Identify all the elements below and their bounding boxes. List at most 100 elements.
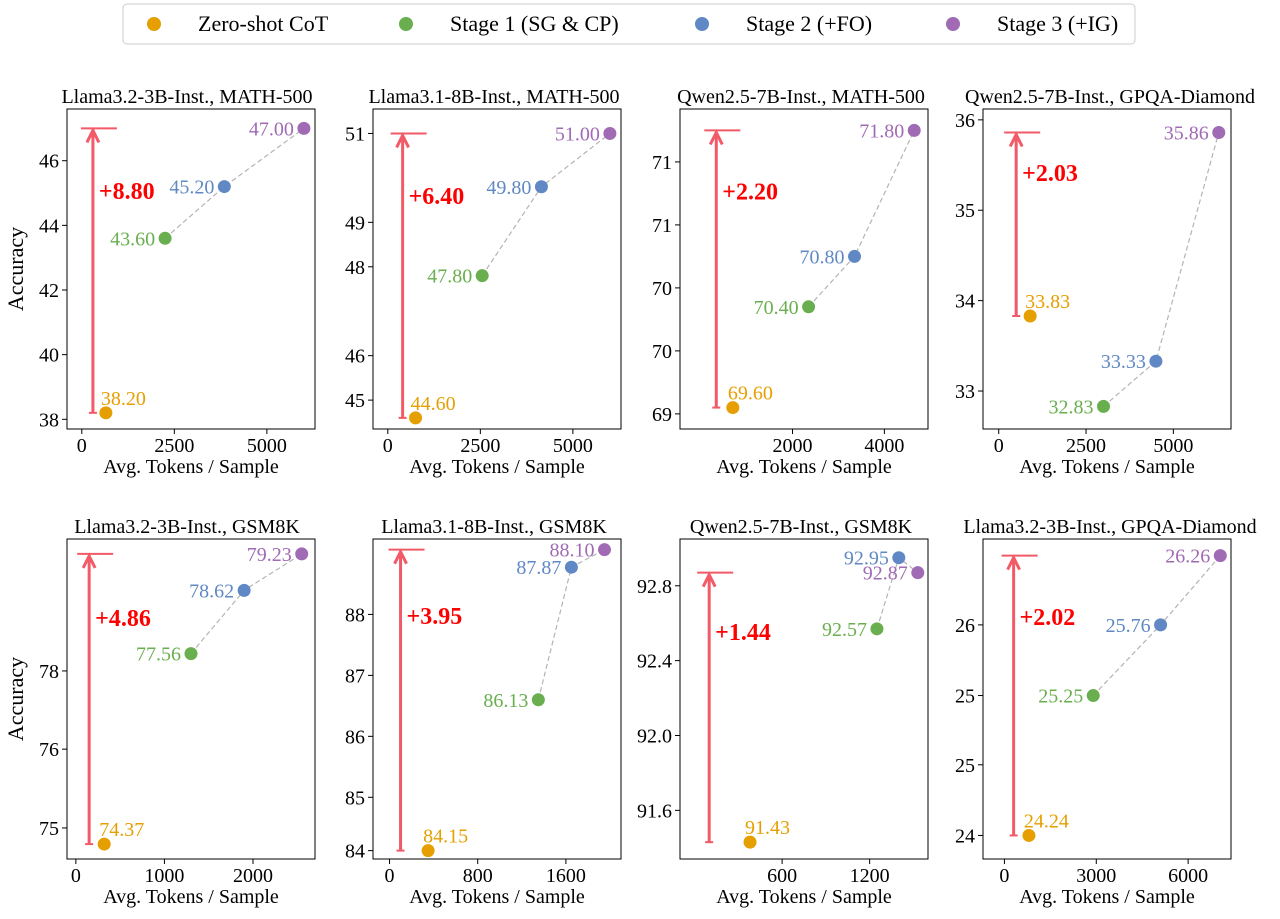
- y-tick-label: 92.8: [637, 576, 672, 598]
- x-axis-label: Avg. Tokens / Sample: [1019, 456, 1195, 478]
- y-tick-label: 75: [39, 818, 59, 840]
- data-point-zero_shot: [409, 411, 423, 425]
- x-tick-label: 1200: [850, 865, 890, 887]
- data-point-zero_shot: [743, 835, 757, 849]
- data-point-stage3: [907, 123, 921, 137]
- data-label-stage1: 47.80: [427, 266, 472, 288]
- data-label-stage3: 88.10: [549, 540, 594, 562]
- stage-connector-line: [1103, 132, 1220, 407]
- stage-connector-line: [190, 553, 303, 655]
- gain-arrow: [77, 552, 114, 846]
- legend-entry-zero_shot: Zero-shot CoT: [147, 11, 329, 36]
- data-point-stage2: [217, 180, 231, 194]
- y-tick-label: 45: [345, 390, 365, 412]
- data-point-zero_shot: [421, 844, 435, 858]
- gain-arrow-head: [393, 548, 408, 565]
- data-point-stage2: [848, 249, 862, 263]
- y-tick-label: 49: [345, 212, 365, 234]
- y-tick-label: 48: [345, 257, 365, 279]
- x-tick-label: 1600: [546, 865, 586, 887]
- x-axis-label: Avg. Tokens / Sample: [409, 886, 585, 908]
- axes-frame: [679, 108, 929, 430]
- y-tick-label: 76: [39, 739, 59, 761]
- x-axis-label: Avg. Tokens / Sample: [716, 886, 892, 908]
- gain-label: +3.95: [407, 604, 463, 630]
- y-tick-label: 25: [955, 755, 975, 777]
- x-axis-label: Avg. Tokens / Sample: [409, 456, 585, 478]
- x-tick-label: 5000: [247, 435, 287, 457]
- y-tick-label: 26: [955, 615, 975, 637]
- gain-arrow: [697, 571, 734, 844]
- chart-panels: Llama3.2-3B-Inst., MATH-5000 2500 50003840…: [3, 86, 1257, 908]
- y-tick-label: 91.6: [637, 800, 672, 822]
- x-tick-label: 0: [994, 435, 1004, 457]
- legend-entry-stage2: Stage 2 (+FO): [695, 11, 872, 36]
- gain-label: +4.86: [95, 606, 151, 632]
- y-tick-label: 92.4: [637, 651, 672, 673]
- data-point-stage2: [1149, 354, 1163, 368]
- y-tick-label: 46: [345, 346, 365, 368]
- panel-1: Llama3.2-3B-Inst., MATH-500 0 2500 5000 38 40…: [3, 86, 316, 478]
- data-label-zero_shot: 33.83: [1025, 291, 1070, 313]
- y-tick-label: 46: [39, 151, 59, 173]
- gain-arrow: [1001, 554, 1038, 837]
- data-point-stage3: [1212, 126, 1226, 140]
- data-label-stage3: 92.87: [863, 563, 908, 585]
- y-tick-label: 92.0: [637, 725, 672, 747]
- y-tick-label: 70: [652, 278, 672, 300]
- data-label-stage1: 25.25: [1038, 686, 1083, 708]
- data-label-stage1: 70.40: [754, 297, 799, 319]
- data-point-stage1: [870, 622, 884, 636]
- data-label-stage1: 77.56: [136, 644, 181, 666]
- panel-3: Qwen2.5-7B-Inst., MATH-500 2000 4000 69 70 70…: [652, 86, 929, 478]
- data-label-stage3: 79.23: [247, 544, 292, 566]
- x-axis-label: Avg. Tokens / Sample: [1019, 886, 1195, 908]
- legend-marker-stage1: [399, 17, 413, 31]
- gain-label: +1.44: [715, 620, 771, 646]
- x-tick-label: 0: [383, 435, 393, 457]
- x-axis-label: Avg. Tokens / Sample: [716, 456, 892, 478]
- data-label-zero_shot: 24.24: [1024, 810, 1069, 832]
- data-point-stage2: [237, 583, 251, 597]
- data-label-stage1: 32.83: [1049, 396, 1094, 418]
- x-tick-label: 0: [77, 435, 87, 457]
- x-tick-label: 5000: [1153, 435, 1193, 457]
- panel-title: Llama3.1-8B-Inst., MATH-500: [368, 86, 619, 108]
- axes-frame: [66, 108, 316, 430]
- data-point-stage1: [475, 269, 489, 283]
- data-label-stage2: 70.80: [800, 246, 845, 268]
- y-tick-label: 85: [345, 787, 365, 809]
- y-tick-label: 71: [652, 215, 672, 237]
- gain-label: +6.40: [409, 184, 465, 210]
- y-tick-label: 84: [345, 841, 365, 863]
- x-tick-label: 5000: [553, 435, 593, 457]
- panel-2: Llama3.1-8B-Inst., MATH-500 0 2500 5000 45 46…: [345, 86, 622, 478]
- x-tick-label: 0: [71, 865, 81, 887]
- y-tick-label: 42: [39, 280, 59, 302]
- x-tick-label: 2000: [773, 435, 813, 457]
- data-point-stage2: [892, 551, 906, 565]
- axes-frame: [372, 108, 622, 430]
- x-tick-label: 600: [767, 865, 797, 887]
- panel-7: Qwen2.5-7B-Inst., GSM8K 600 1200 91.6 92.0 92…: [637, 516, 929, 908]
- data-label-stage1: 92.57: [822, 619, 867, 641]
- data-label-stage3: 47.00: [249, 118, 294, 140]
- data-point-stage3: [297, 121, 311, 135]
- x-tick-label: 2500: [154, 435, 194, 457]
- x-tick-label: 0: [999, 865, 1009, 887]
- stage-connector-line: [164, 127, 305, 239]
- data-label-stage2: 92.95: [844, 548, 889, 570]
- data-point-stage1: [184, 647, 198, 661]
- data-point-stage1: [158, 231, 172, 245]
- legend-marker-stage3: [946, 17, 960, 31]
- data-label-stage3: 71.80: [859, 120, 904, 142]
- legend-label-stage2: Stage 2 (+FO): [746, 11, 872, 36]
- y-tick-label: 69: [652, 404, 672, 426]
- data-label-stage1: 86.13: [483, 690, 528, 712]
- panel-title: Qwen2.5-7B-Inst., GPQA-Diamond: [965, 86, 1255, 108]
- gain-arrow: [390, 132, 427, 419]
- stage-connector-line: [481, 132, 611, 276]
- data-point-stage1: [1086, 689, 1100, 703]
- legend-entry-stage1: Stage 1 (SG & CP): [399, 11, 619, 36]
